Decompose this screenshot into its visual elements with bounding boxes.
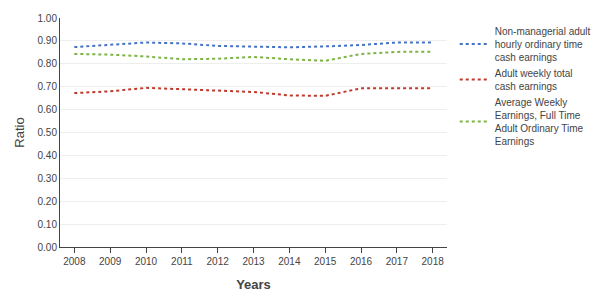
svg-text:2010: 2010 (135, 256, 158, 267)
svg-text:1.00: 1.00 (38, 13, 58, 24)
svg-text:2012: 2012 (207, 256, 230, 267)
svg-text:0.10: 0.10 (38, 219, 58, 230)
svg-text:0.00: 0.00 (38, 242, 58, 253)
svg-text:2018: 2018 (422, 256, 445, 267)
svg-text:2014: 2014 (278, 256, 301, 267)
svg-text:2016: 2016 (350, 256, 373, 267)
svg-text:Non-managerial adulthourly ord: Non-managerial adulthourly ordinary time… (495, 26, 591, 63)
svg-text:0.80: 0.80 (38, 58, 58, 69)
svg-text:0.20: 0.20 (38, 196, 58, 207)
svg-text:Average WeeklyEarnings, Full T: Average WeeklyEarnings, Full TimeAdult O… (495, 97, 584, 147)
svg-text:2008: 2008 (63, 256, 86, 267)
svg-text:0.90: 0.90 (38, 35, 58, 46)
svg-text:0.40: 0.40 (38, 150, 58, 161)
svg-text:2009: 2009 (99, 256, 122, 267)
svg-text:Ratio: Ratio (12, 117, 27, 147)
svg-text:2015: 2015 (314, 256, 337, 267)
svg-text:2013: 2013 (242, 256, 265, 267)
svg-text:Adult weekly totalcash earning: Adult weekly totalcash earnings (495, 68, 573, 92)
svg-text:2011: 2011 (171, 256, 193, 267)
svg-text:Years: Years (236, 277, 271, 292)
svg-text:2017: 2017 (386, 256, 409, 267)
svg-text:0.60: 0.60 (38, 104, 58, 115)
svg-text:0.30: 0.30 (38, 173, 58, 184)
svg-text:0.50: 0.50 (38, 127, 58, 138)
svg-text:0.70: 0.70 (38, 81, 58, 92)
